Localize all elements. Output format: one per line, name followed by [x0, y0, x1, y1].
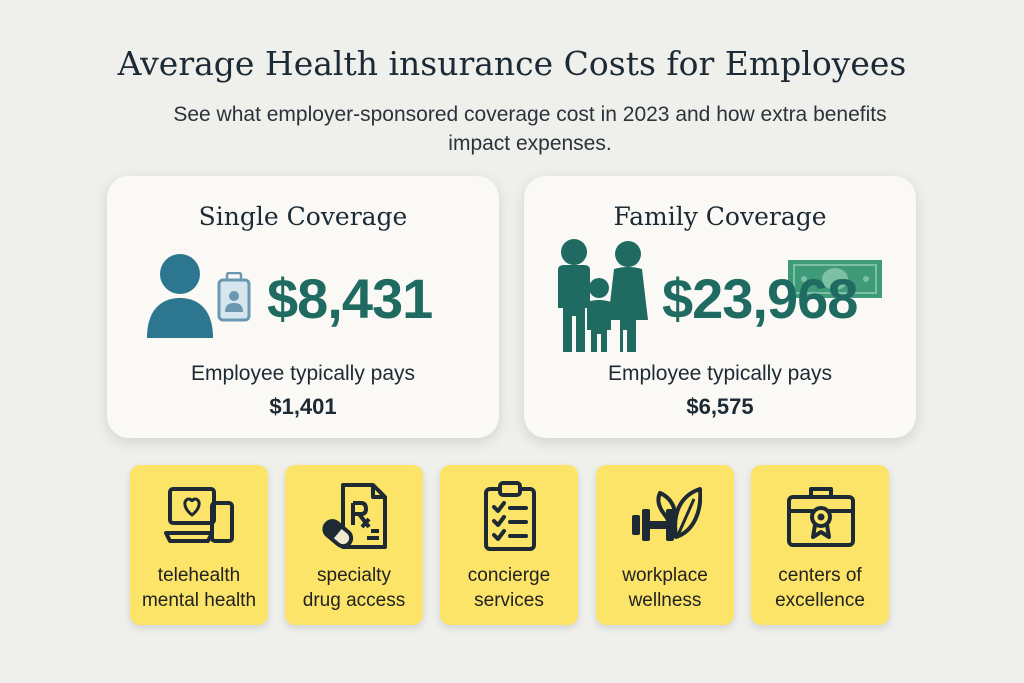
- family-coverage-title: Family Coverage: [613, 202, 827, 231]
- single-employee-pays-label: Employee typically pays: [190, 362, 416, 385]
- prescription-icon: [322, 483, 387, 549]
- id-badge-icon: [217, 271, 251, 327]
- clipboard-checklist-icon: [484, 481, 536, 551]
- benefit-centers-of-excellence: centers of excellence: [751, 465, 889, 625]
- laptop-heart-icon: [164, 487, 234, 543]
- money-icon: [786, 258, 884, 305]
- benefit-label-line2: excellence: [775, 590, 865, 611]
- benefit-label-line1: telehealth: [157, 565, 241, 586]
- benefit-label-line2: services: [474, 590, 544, 611]
- family-employee-pays-value: $6,575: [686, 394, 754, 419]
- family-coverage-amount: $23,968: [662, 267, 858, 330]
- benefit-telehealth-mental-health: telehealth mental health: [130, 465, 268, 625]
- benefit-specialty-drug-access: specialty drug access: [285, 465, 423, 625]
- benefit-label-line2: drug access: [302, 590, 406, 611]
- page-title: Average Health insurance Costs for Emplo…: [117, 44, 907, 83]
- single-coverage-card: Single Coverage $8,431 Employee typicall…: [107, 176, 499, 438]
- briefcase-award-icon: [787, 487, 855, 547]
- benefit-label-line1: concierge: [467, 565, 551, 586]
- family-coverage-card: Family Coverage $23,968 Employee typical…: [524, 176, 916, 438]
- benefit-concierge-services: concierge services: [440, 465, 578, 625]
- single-coverage-amount: $8,431: [267, 267, 433, 330]
- family-employee-pays-label: Employee typically pays: [607, 362, 833, 385]
- dumbbell-leaf-icon: [632, 487, 702, 541]
- benefit-label-line1: specialty: [317, 565, 391, 586]
- single-coverage-title: Single Coverage: [198, 202, 408, 231]
- benefit-label-line2: wellness: [628, 590, 702, 611]
- family-icon: [552, 238, 650, 359]
- person-icon: [145, 250, 215, 345]
- page-subtitle: See what employer-sponsored coverage cos…: [173, 103, 887, 155]
- benefit-label-line1: workplace: [622, 565, 708, 586]
- benefit-workplace-wellness: workplace wellness: [596, 465, 734, 625]
- benefit-label-line2: mental health: [141, 590, 257, 611]
- single-employee-pays-value: $1,401: [269, 394, 337, 419]
- benefit-label-line1: centers of: [778, 565, 862, 586]
